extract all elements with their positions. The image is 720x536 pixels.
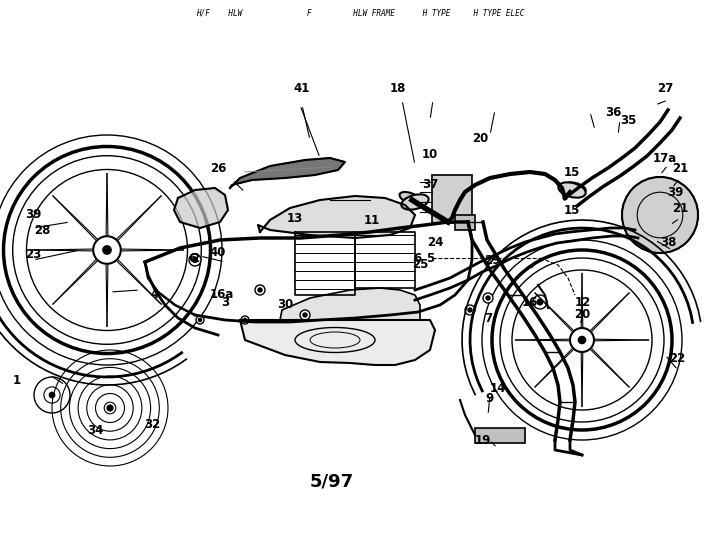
Text: 21: 21 — [672, 161, 688, 175]
Text: 15: 15 — [564, 204, 580, 217]
Text: 9: 9 — [486, 391, 494, 405]
Text: 20: 20 — [472, 131, 488, 145]
Circle shape — [483, 293, 493, 303]
Text: 28: 28 — [34, 224, 50, 236]
Circle shape — [303, 313, 307, 317]
Circle shape — [533, 295, 547, 309]
Circle shape — [189, 254, 201, 266]
Ellipse shape — [400, 192, 420, 204]
Text: 24: 24 — [427, 235, 444, 249]
Text: 4: 4 — [151, 288, 159, 301]
Text: 14: 14 — [490, 382, 506, 394]
Text: 7: 7 — [484, 311, 492, 324]
Polygon shape — [620, 177, 700, 253]
Text: 20: 20 — [574, 309, 590, 322]
Text: 11: 11 — [364, 213, 380, 227]
Circle shape — [243, 318, 246, 322]
Text: 12: 12 — [575, 295, 591, 309]
Text: 16a: 16a — [210, 288, 234, 301]
Text: 38: 38 — [660, 235, 676, 249]
Text: 17a: 17a — [653, 152, 677, 165]
Circle shape — [468, 308, 472, 312]
Circle shape — [196, 316, 204, 324]
Polygon shape — [230, 158, 345, 188]
Circle shape — [193, 258, 197, 263]
Circle shape — [258, 288, 262, 292]
Circle shape — [107, 405, 113, 411]
Text: 16: 16 — [522, 295, 538, 309]
Circle shape — [300, 310, 310, 320]
Polygon shape — [240, 320, 435, 365]
Text: 29: 29 — [484, 254, 500, 266]
Text: 27: 27 — [657, 81, 673, 94]
Polygon shape — [174, 188, 228, 228]
Circle shape — [578, 337, 585, 344]
Text: 39: 39 — [24, 209, 41, 221]
Ellipse shape — [564, 182, 585, 193]
Text: 35: 35 — [620, 114, 636, 126]
Text: 21: 21 — [672, 202, 688, 214]
Text: 41: 41 — [294, 81, 310, 94]
Text: 5/97: 5/97 — [309, 472, 354, 490]
Text: 10: 10 — [422, 148, 438, 161]
Text: 13: 13 — [287, 212, 303, 225]
Text: 3: 3 — [221, 295, 229, 309]
Bar — [432, 175, 472, 223]
Text: 22: 22 — [669, 352, 685, 364]
Text: 26: 26 — [210, 161, 226, 175]
Text: 2: 2 — [191, 251, 199, 264]
Circle shape — [199, 318, 202, 322]
Circle shape — [241, 316, 249, 324]
Circle shape — [465, 305, 475, 315]
Text: 18: 18 — [390, 81, 406, 94]
Text: 32: 32 — [144, 419, 160, 431]
Circle shape — [537, 299, 543, 305]
Text: 36: 36 — [605, 106, 621, 118]
Text: 34: 34 — [87, 423, 103, 436]
Ellipse shape — [401, 195, 428, 210]
Bar — [455, 215, 475, 230]
Polygon shape — [258, 196, 415, 238]
Text: 15: 15 — [564, 166, 580, 178]
Circle shape — [49, 392, 55, 398]
Circle shape — [486, 296, 490, 300]
Ellipse shape — [558, 182, 585, 198]
Circle shape — [103, 246, 111, 254]
Circle shape — [622, 177, 698, 253]
Text: 25: 25 — [412, 258, 428, 272]
Text: 6: 6 — [413, 251, 421, 264]
Circle shape — [255, 285, 265, 295]
Text: 5: 5 — [426, 251, 434, 264]
Text: 23: 23 — [25, 249, 41, 262]
Text: 6: 6 — [188, 251, 196, 264]
Bar — [475, 428, 525, 443]
Text: 37: 37 — [422, 178, 438, 191]
Text: H/F    HLW              F         HLW FRAME      H TYPE     H TYPE ELEC: H/F HLW F HLW FRAME H TYPE H TYPE ELEC — [196, 8, 524, 17]
Text: 1: 1 — [13, 374, 21, 386]
Text: 19: 19 — [474, 434, 491, 446]
Text: 30: 30 — [277, 299, 293, 311]
Text: 39: 39 — [667, 185, 683, 198]
Text: 40: 40 — [210, 245, 226, 258]
Polygon shape — [280, 288, 420, 320]
